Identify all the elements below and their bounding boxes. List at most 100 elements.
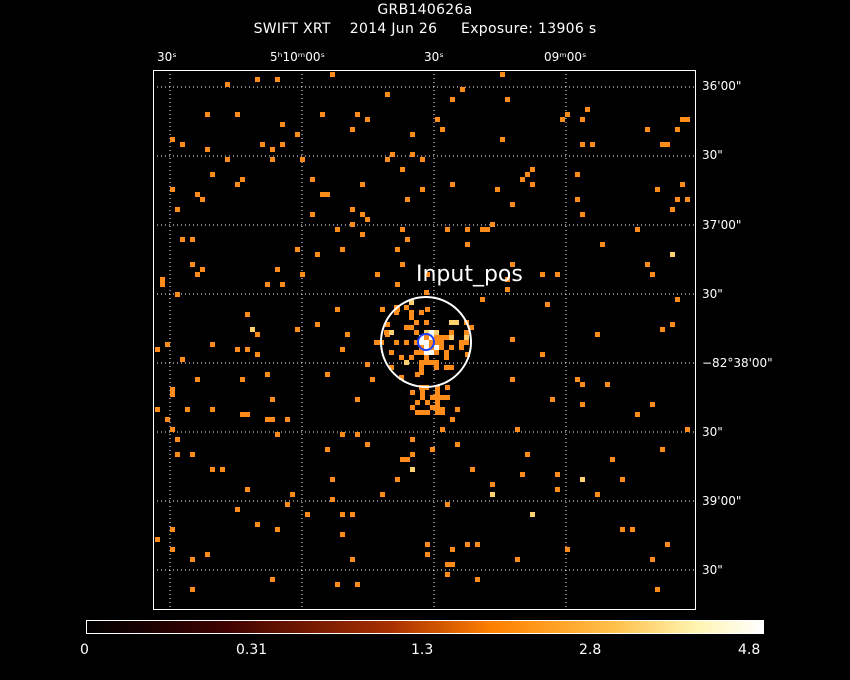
photon-pixel [360, 182, 365, 187]
photon-pixel [385, 92, 390, 97]
photon-pixel [425, 542, 430, 547]
photon-pixel [419, 370, 424, 375]
photon-pixel [414, 350, 419, 355]
photon-pixel [355, 397, 360, 402]
photon-pixel [305, 512, 310, 517]
photon-pixel [580, 142, 585, 147]
image-title: GRB140626a [377, 2, 473, 18]
photon-pixel [250, 327, 255, 332]
photon-pixel [464, 330, 469, 335]
photon-pixel [605, 382, 610, 387]
photon-pixel [335, 227, 340, 232]
photon-pixel [270, 147, 275, 152]
photon-pixel [590, 142, 595, 147]
photon-pixel [460, 87, 465, 92]
photon-pixel [245, 312, 250, 317]
photon-pixel [435, 405, 440, 410]
photon-pixel [389, 330, 394, 335]
photon-pixel [399, 355, 404, 360]
photon-pixel [520, 177, 525, 182]
photon-pixel [434, 330, 439, 335]
photon-pixel [350, 557, 355, 562]
photon-pixel [675, 197, 680, 202]
photon-pixel [444, 335, 449, 340]
photon-pixel [685, 427, 690, 432]
photon-pixel [445, 572, 450, 577]
photon-pixel [270, 157, 275, 162]
input-position-marker [417, 333, 435, 351]
photon-pixel [285, 417, 290, 422]
photon-pixel [200, 197, 205, 202]
photon-pixel [270, 417, 275, 422]
top-axis-label-4: 09ᵐ00ˢ [544, 50, 587, 64]
photon-pixel [655, 587, 660, 592]
photon-pixel [409, 325, 414, 330]
right-axis-label-4: 30" [702, 287, 723, 301]
photon-pixel [315, 252, 320, 257]
photon-pixel [655, 187, 660, 192]
photon-pixel [275, 267, 280, 272]
right-axis-label-6: 30" [702, 425, 723, 439]
photon-pixel [434, 350, 439, 355]
photon-pixel [155, 347, 160, 352]
photon-pixel [580, 402, 585, 407]
photon-pixel [425, 410, 430, 415]
photon-pixel [170, 137, 175, 142]
photon-pixel [389, 365, 394, 370]
photon-pixel [155, 537, 160, 542]
photon-pixel [190, 587, 195, 592]
photon-pixel [419, 335, 424, 340]
photon-pixel [449, 345, 454, 350]
photon-pixel [404, 305, 409, 310]
photon-pixel [450, 547, 455, 552]
photon-pixel [430, 395, 435, 400]
photon-pixel [434, 345, 439, 350]
photon-pixel [455, 442, 460, 447]
photon-pixel [374, 340, 379, 345]
colorbar-label-1: 0.31 [236, 642, 268, 658]
photon-pixel [660, 447, 665, 452]
photon-pixel [440, 395, 445, 400]
photon-pixel [424, 320, 429, 325]
image-subtitle: SWIFT XRT 2014 Jun 26 Exposure: 13906 s [253, 21, 597, 37]
photon-pixel [350, 127, 355, 132]
photon-pixel [390, 152, 395, 157]
photon-pixel [650, 402, 655, 407]
photon-pixel [505, 277, 510, 282]
photon-pixel [660, 327, 665, 332]
photon-pixel [400, 167, 405, 172]
colorbar-label-3: 2.8 [579, 642, 602, 658]
photon-pixel [575, 197, 580, 202]
photon-pixel [395, 477, 400, 482]
photon-pixel [580, 117, 585, 122]
photon-pixel [650, 557, 655, 562]
photon-pixel [439, 335, 444, 340]
photon-pixel [445, 562, 450, 567]
photon-pixel [435, 400, 440, 405]
source-region-circle [380, 296, 472, 388]
photon-pixel [160, 282, 165, 287]
photon-pixel [175, 452, 180, 457]
photon-pixel [449, 320, 454, 325]
photon-pixel [429, 340, 434, 345]
photon-pixel [225, 157, 230, 162]
photon-pixel [400, 457, 405, 462]
photon-pixel [414, 340, 419, 345]
photon-pixel [415, 410, 420, 415]
photon-pixel [445, 395, 450, 400]
photon-pixel [409, 315, 414, 320]
photon-pixel [465, 542, 470, 547]
photon-pixel [310, 212, 315, 217]
photon-pixel [530, 167, 535, 172]
photon-pixel [464, 340, 469, 345]
photon-pixel [385, 322, 390, 327]
photon-pixel [424, 330, 429, 335]
photon-pixel [210, 172, 215, 177]
photon-pixel [490, 482, 495, 487]
photon-pixel [439, 340, 444, 345]
right-axis-label-8: 30" [702, 563, 723, 577]
photon-pixel [340, 347, 345, 352]
photon-pixel [210, 342, 215, 347]
photon-pixel [565, 112, 570, 117]
photon-pixel [575, 377, 580, 382]
